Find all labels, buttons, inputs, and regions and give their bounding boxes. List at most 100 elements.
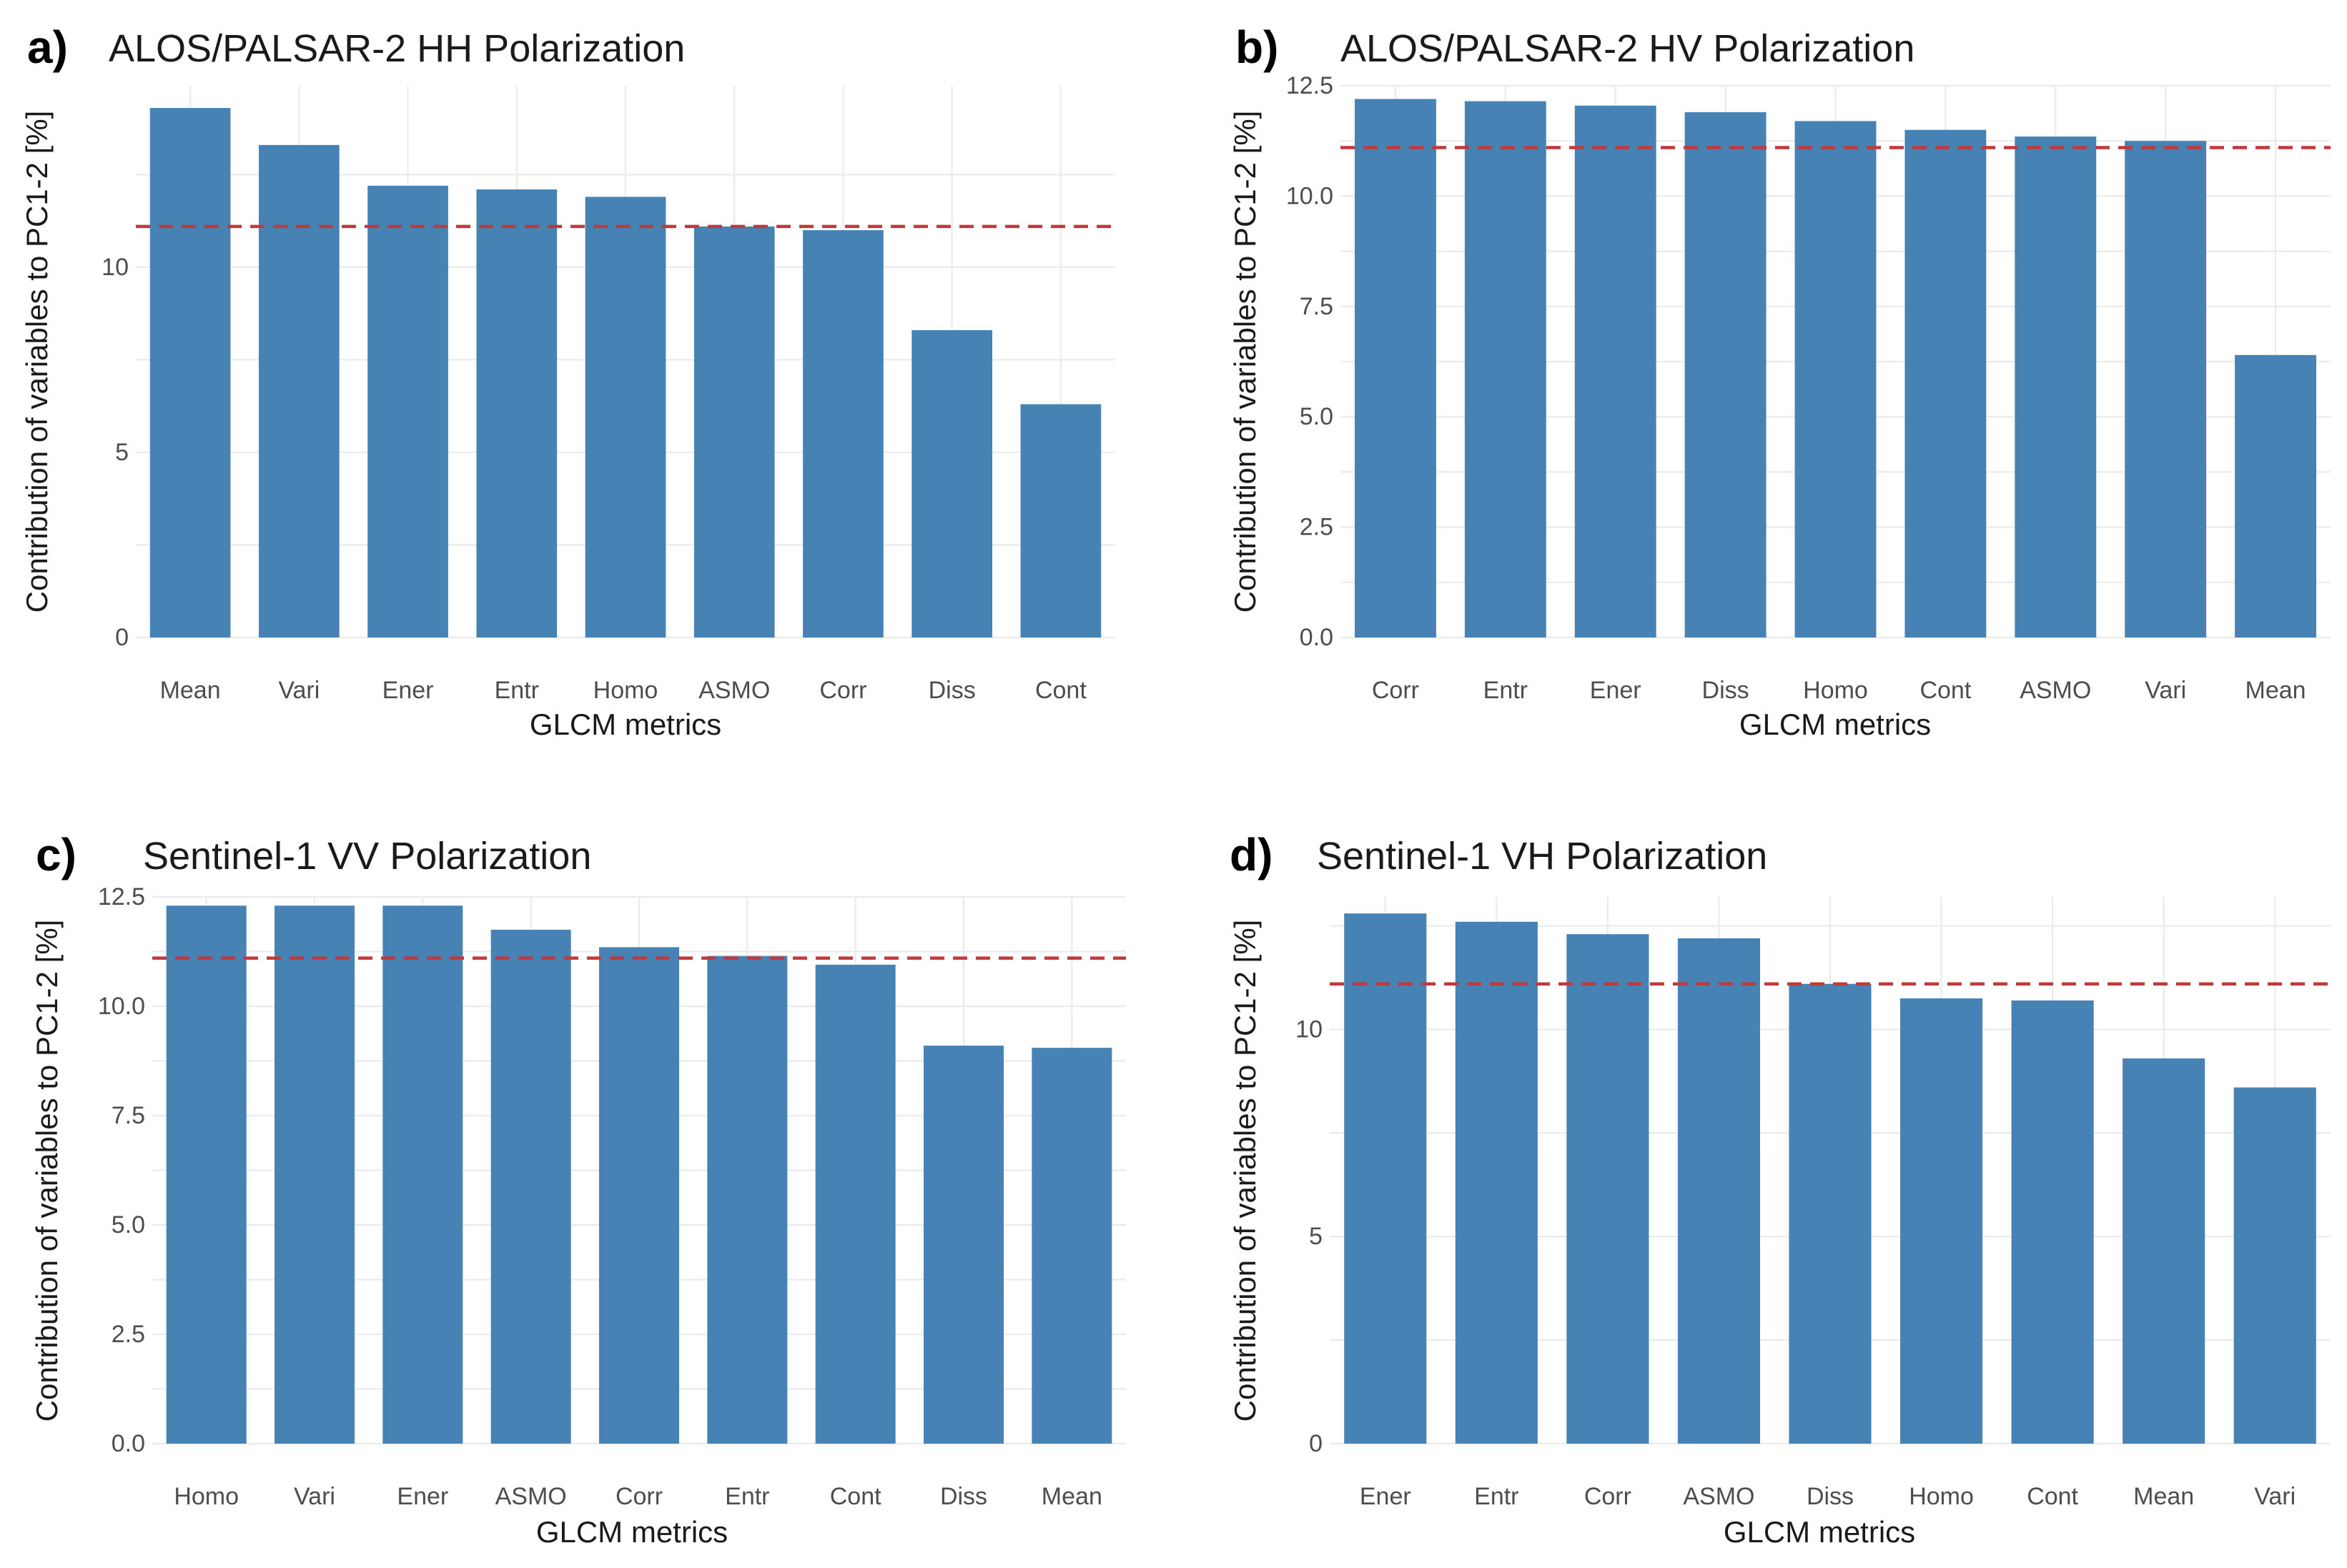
panel-c-bar-mean: [1032, 1048, 1112, 1444]
panel-c-bar-asmo: [490, 929, 571, 1444]
panel-a-xtick-label: Diss: [929, 677, 976, 704]
panel-c-bar-ener: [382, 905, 463, 1444]
panel-b-bar-ener: [1574, 105, 1656, 638]
panel-d: d) Sentinel-1 VH Polarization 0 5 10 Ener En…: [1228, 829, 2331, 1549]
panel-d-title: Sentinel-1 VH Polarization: [1317, 835, 1767, 878]
panel-b-ytick-label: 0.0: [1300, 624, 1333, 651]
panel-d-bar-vari: [2233, 1087, 2316, 1444]
panel-a-xtick-label: Cont: [1035, 677, 1087, 704]
panel-d-bar-diss: [1789, 983, 1872, 1444]
panel-d-xtick-label: ASMO: [1683, 1483, 1754, 1510]
panel-b-ylabel: Contribution of variables to PC1-2 [%]: [1228, 111, 1262, 613]
panel-c-xlabel: GLCM metrics: [536, 1515, 728, 1549]
panel-a-bar-corr: [803, 230, 884, 637]
panel-b-xtick-label: Homo: [1803, 677, 1868, 704]
panel-b-bar-entr: [1464, 101, 1546, 638]
panel-c-letter: c): [36, 829, 76, 880]
panel-b-xtick-label: Entr: [1483, 677, 1528, 704]
panel-b-bar-homo: [1794, 121, 1877, 637]
panel-a-bar-diss: [911, 329, 992, 637]
panel-a-xtick-label: Ener: [382, 677, 434, 704]
panel-a-xtick-label: Mean: [160, 677, 221, 704]
panel-b-xtick-label: Diss: [1702, 677, 1749, 704]
panel-a-xtick-label: Homo: [593, 677, 658, 704]
panel-d-xtick-label: Homo: [1909, 1483, 1974, 1510]
panel-c: c) Sentinel-1 VV Polarization 0.0 2.5 5.0 7…: [30, 829, 1126, 1549]
panel-d-xlabel: GLCM metrics: [1724, 1515, 1915, 1549]
panel-b-bar-diss: [1684, 112, 1767, 637]
panel-b-xlabel: GLCM metrics: [1739, 708, 1931, 741]
panel-b: b) ALOS/PALSAR-2 HV Polarization 0.0 2.5 5…: [1228, 21, 2331, 741]
panel-c-bar-vari: [275, 905, 355, 1444]
panel-b-xtick-label: ASMO: [2020, 677, 2091, 704]
panel-c-plot: 0.0 2.5 5.0 7.5 10.0 12.5 Homo Vari Ener ASMO Corr…: [98, 883, 1126, 1510]
panel-b-xtick-label: Ener: [1590, 677, 1641, 704]
panel-c-xtick-label: ASMO: [495, 1483, 567, 1510]
panel-b-bar-vari: [2125, 141, 2207, 637]
panel-d-xtick-label: Vari: [2254, 1483, 2296, 1510]
panel-c-xtick-label: Vari: [294, 1483, 335, 1510]
panel-d-xtick-label: Ener: [1360, 1483, 1411, 1510]
panel-c-xtick-label: Entr: [725, 1483, 769, 1510]
panel-c-ytick-label: 10.0: [98, 993, 145, 1020]
panel-b-bar-cont: [1904, 129, 1987, 637]
panel-d-ytick-label: 10: [1295, 1016, 1323, 1043]
panel-a: a) ALOS/PALSAR-2 HH Polarization 0 5 10 Mea…: [20, 21, 1115, 741]
panel-a-bar-homo: [585, 197, 666, 637]
panel-c-xtick-label: Ener: [397, 1483, 448, 1510]
panel-c-xtick-label: Mean: [1042, 1483, 1102, 1510]
panel-c-title: Sentinel-1 VV Polarization: [143, 835, 591, 878]
panel-a-ytick-label: 0: [115, 624, 129, 651]
panel-c-ytick-label: 0.0: [112, 1430, 145, 1457]
panel-a-xtick-label: ASMO: [698, 677, 770, 704]
panel-d-ylabel: Contribution of variables to PC1-2 [%]: [1228, 920, 1262, 1422]
panel-c-bar-homo: [166, 905, 247, 1444]
panel-a-xtick-label: Corr: [819, 677, 866, 704]
panel-b-ytick-label: 12.5: [1286, 72, 1333, 99]
panel-d-xtick-label: Mean: [2133, 1483, 2194, 1510]
panel-d-bar-cont: [2011, 1000, 2094, 1444]
panel-b-bar-asmo: [2015, 137, 2097, 638]
panel-a-bar-entr: [476, 189, 558, 637]
panel-b-bar-mean: [2235, 354, 2316, 637]
panel-a-title: ALOS/PALSAR-2 HH Polarization: [109, 27, 685, 70]
panel-c-ytick-label: 5.0: [112, 1211, 145, 1239]
panel-c-bar-entr: [707, 956, 788, 1444]
panel-c-ytick-label: 12.5: [98, 883, 145, 910]
panel-a-ytick-label: 5: [115, 439, 129, 466]
panel-c-ytick-label: 7.5: [112, 1102, 145, 1129]
panel-d-plot: 0 5 10 Ener Entr Corr ASMO Diss Homo Cont Mean Vari: [1295, 897, 2331, 1510]
panel-a-bar-mean: [149, 108, 231, 637]
panel-a-xtick-label: Entr: [495, 677, 539, 704]
panel-a-bar-cont: [1020, 404, 1102, 637]
panel-b-xtick-label: Cont: [1919, 677, 1971, 704]
panel-d-ytick-label: 0: [1309, 1430, 1323, 1457]
panel-b-ytick-label: 2.5: [1300, 514, 1333, 541]
panel-d-letter: d): [1230, 829, 1273, 880]
panel-d-bar-entr: [1455, 921, 1538, 1444]
panel-a-letter: a): [27, 21, 68, 73]
panel-d-bar-mean: [2123, 1058, 2205, 1444]
panel-b-plot: 0.0 2.5 5.0 7.5 10.0 12.5 Corr Entr Ener Diss Homo…: [1286, 72, 2331, 704]
panel-c-bar-corr: [599, 947, 679, 1444]
panel-b-ytick-label: 7.5: [1300, 293, 1333, 320]
panel-b-ytick-label: 5.0: [1300, 403, 1333, 430]
panel-a-xlabel: GLCM metrics: [530, 708, 721, 741]
panel-c-xtick-label: Diss: [940, 1483, 987, 1510]
panel-a-bar-ener: [367, 185, 448, 638]
panel-a-ylabel: Contribution of variables to PC1-2 [%]: [20, 111, 54, 613]
panel-d-xtick-label: Corr: [1584, 1483, 1631, 1510]
panel-d-bar-homo: [1900, 998, 1983, 1444]
panel-c-xtick-label: Corr: [616, 1483, 663, 1510]
panel-b-letter: b): [1235, 21, 1278, 73]
panel-b-title: ALOS/PALSAR-2 HV Polarization: [1340, 27, 1914, 70]
panel-a-ytick-label: 10: [102, 254, 129, 281]
panel-c-xtick-label: Homo: [174, 1483, 239, 1510]
panel-c-ytick-label: 2.5: [112, 1321, 145, 1348]
panel-a-bar-vari: [259, 144, 340, 638]
panel-a-plot: 0 5 10 Mean Vari Ener Entr Homo ASMO Corr Diss Cont: [102, 86, 1115, 704]
panel-d-bar-ener: [1344, 913, 1427, 1444]
panel-c-xtick-label: Cont: [830, 1483, 881, 1510]
panel-c-bar-diss: [924, 1046, 1004, 1444]
